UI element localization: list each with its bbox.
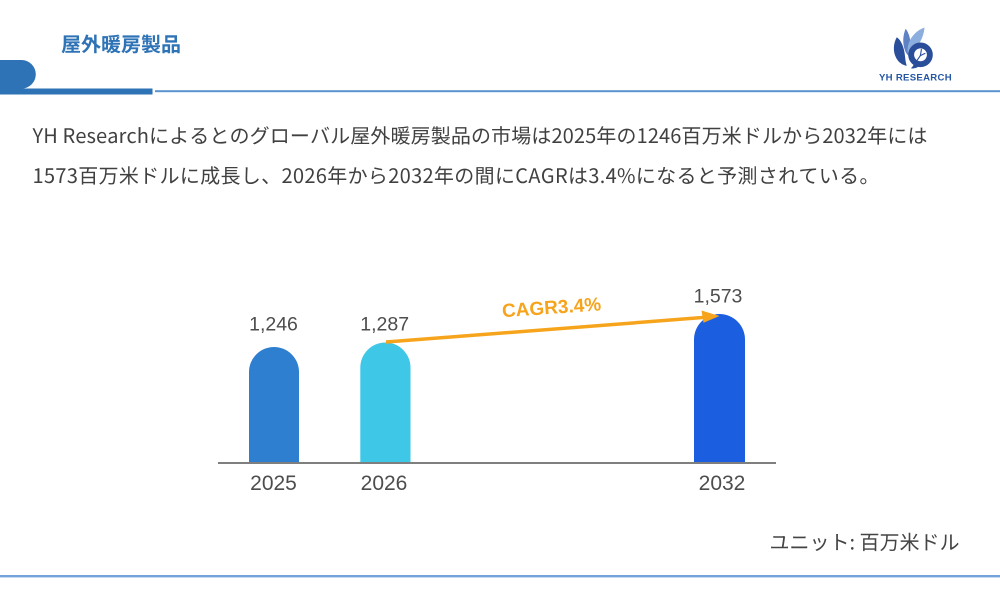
- svg-text:1,573: 1,573: [694, 286, 743, 308]
- svg-text:2026: 2026: [361, 472, 408, 495]
- svg-text:2032: 2032: [699, 472, 746, 495]
- svg-text:1,246: 1,246: [249, 314, 298, 336]
- svg-text:CAGR3.4%: CAGR3.4%: [501, 294, 602, 322]
- svg-text:YH RESEARCH: YH RESEARCH: [879, 73, 952, 84]
- svg-text:2025: 2025: [250, 472, 297, 495]
- svg-text:1,287: 1,287: [360, 314, 409, 336]
